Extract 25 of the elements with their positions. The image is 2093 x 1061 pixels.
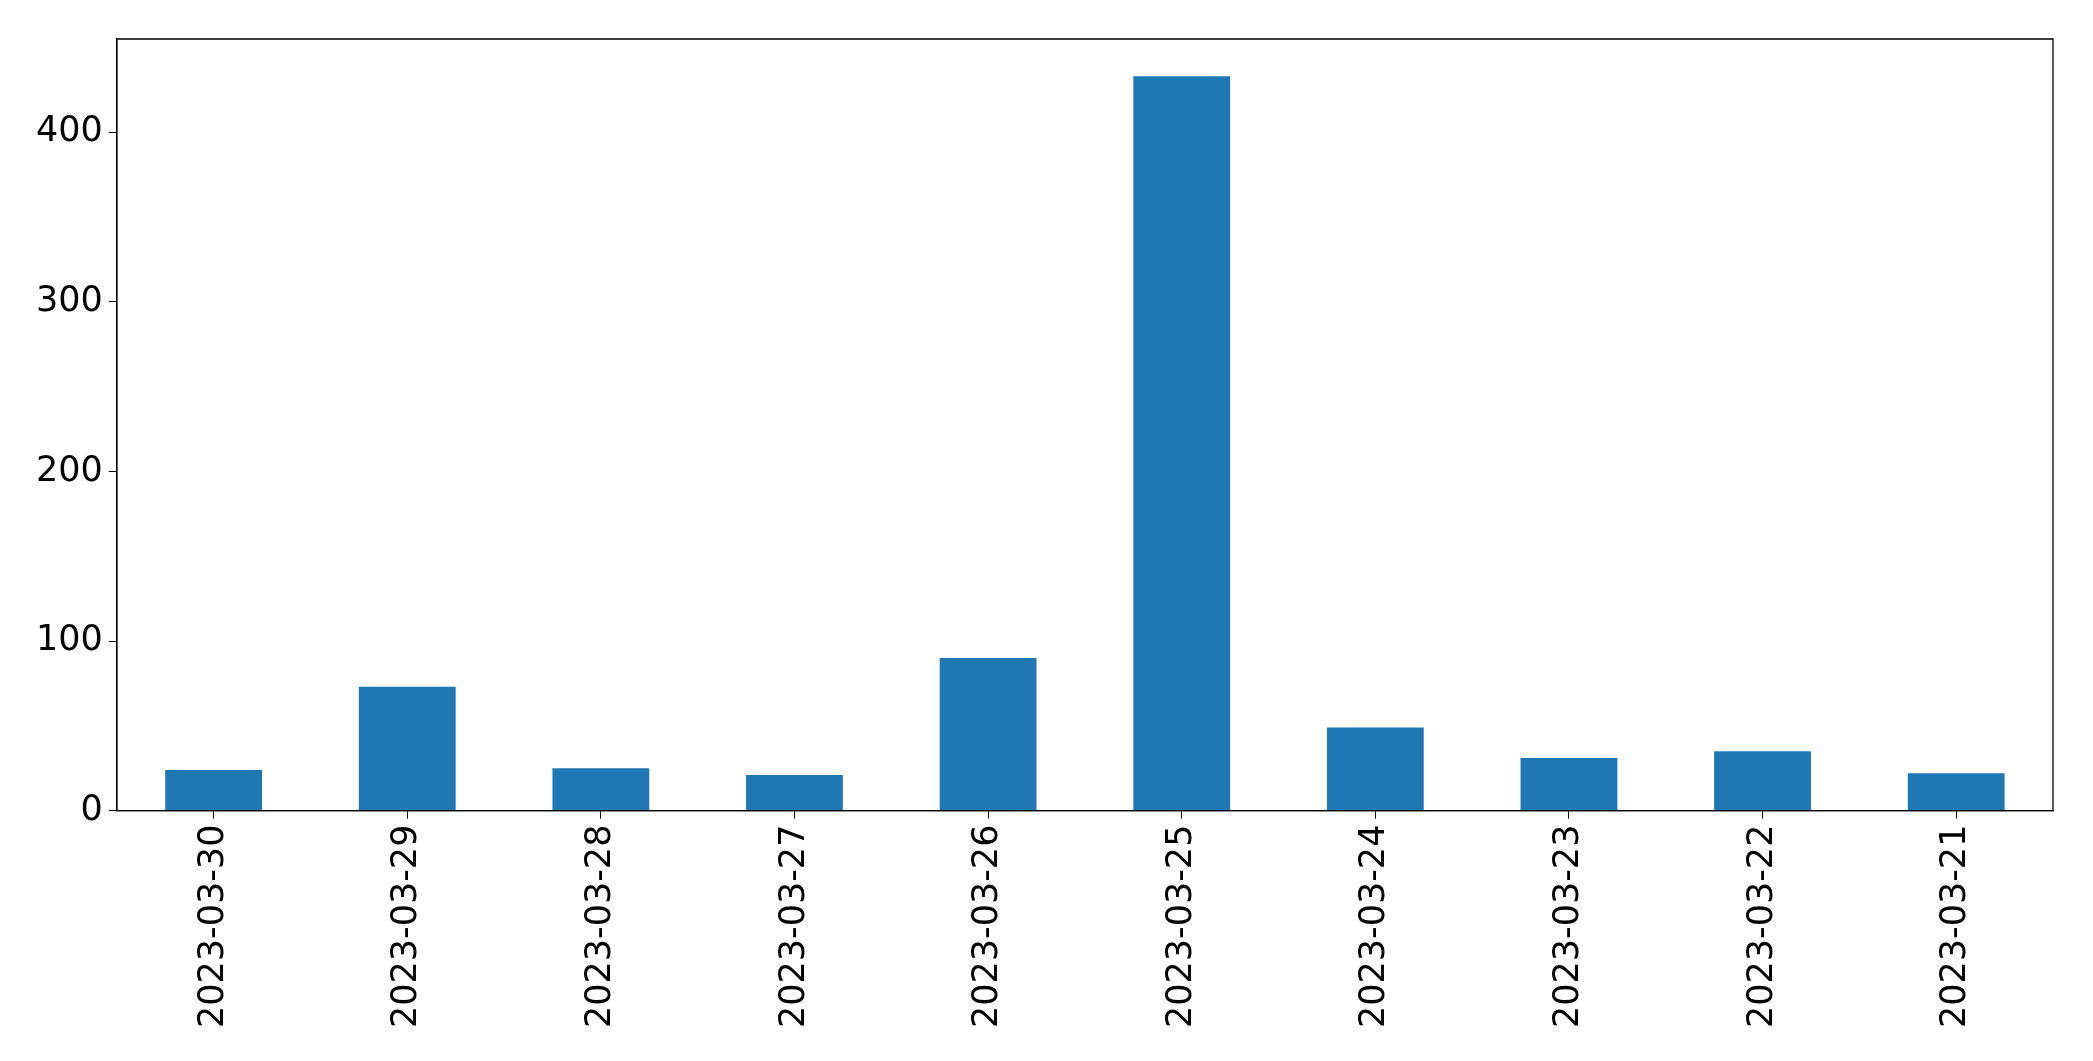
y-tick-label: 100	[35, 618, 103, 659]
bar	[1520, 758, 1618, 811]
x-tick-label: 2023-03-30	[190, 824, 231, 1028]
x-tick-label: 2023-03-27	[771, 824, 812, 1028]
bar	[1133, 76, 1231, 811]
bar	[358, 686, 456, 811]
x-tick-label: 2023-03-23	[1546, 824, 1587, 1028]
y-tick-label: 0	[80, 787, 103, 828]
x-tick-label: 2023-03-21	[1933, 824, 1974, 1028]
x-tick-label: 2023-03-28	[577, 824, 618, 1028]
bar	[1326, 727, 1424, 811]
bar	[1907, 773, 2005, 811]
y-tick-label: 300	[35, 278, 103, 319]
x-tick-label: 2023-03-22	[1739, 824, 1780, 1028]
x-tick-label: 2023-03-26	[965, 824, 1006, 1028]
bar	[1714, 751, 1811, 811]
y-tick-label: 400	[35, 109, 103, 150]
y-tick-label: 200	[35, 448, 103, 489]
bar	[165, 769, 263, 811]
bar	[939, 657, 1037, 811]
bar	[552, 768, 650, 811]
x-tick-label: 2023-03-24	[1352, 824, 1393, 1028]
x-tick-label: 2023-03-29	[384, 824, 425, 1028]
x-tick-label: 2023-03-25	[1158, 824, 1199, 1028]
bar	[746, 774, 843, 811]
